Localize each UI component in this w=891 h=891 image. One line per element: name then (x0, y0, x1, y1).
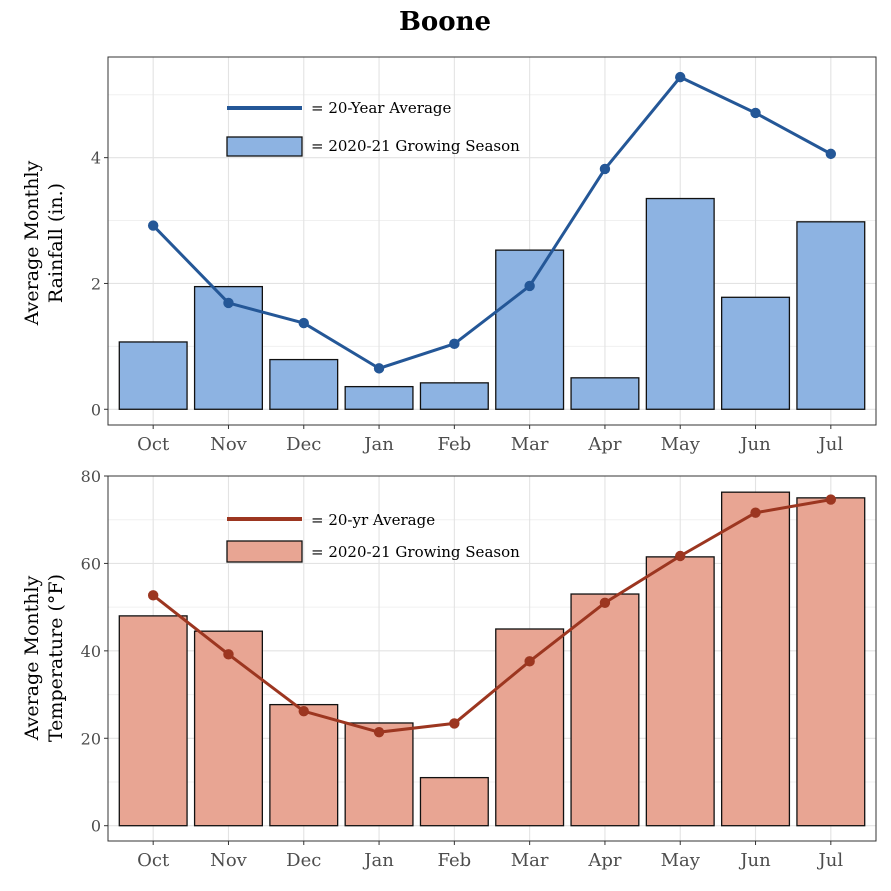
temperature-y-axis-label: Temperature (°F) (45, 574, 67, 742)
rainfall-bar-jun (720, 296, 791, 410)
figure-title: Boone (399, 7, 491, 37)
rainfall-average-point-may (675, 71, 686, 83)
temperature-average-point-nov (223, 649, 234, 660)
temperature-legend-bar-label: = 2020-21 Growing Season (311, 543, 520, 561)
rainfall-y-tick-label: 4 (91, 149, 101, 168)
rainfall-x-tick-label-dec: Dec (286, 434, 321, 455)
rainfall-average-point-mar (524, 280, 535, 292)
rainfall-average-point-jun (750, 107, 761, 119)
temperature-average-point-jun (750, 507, 761, 518)
temperature-y-tick-label: 80 (81, 467, 101, 486)
rainfall-x-tick-label-jul: Jul (817, 434, 844, 455)
temperature-panel: 0 20 40 60 80 Oct Nov Dec Jan Feb Mar Apr May Jun Jul A… (21, 467, 877, 871)
temperature-x-tick-label-jul: Jul (817, 850, 844, 871)
rainfall-average-point-dec (298, 317, 309, 329)
rainfall-x-tick-label-apr: Apr (587, 434, 622, 455)
temperature-bar-apr (570, 593, 640, 827)
rainfall-average-point-feb (449, 338, 460, 350)
rainfall-legend-line-label: = 20-Year Average (311, 99, 451, 117)
rainfall-bar-may (645, 197, 715, 410)
rainfall-bar-jul (796, 221, 866, 410)
rainfall-legend-bar-label: = 2020-21 Growing Season (311, 137, 520, 155)
temperature-average-point-jan (373, 726, 385, 738)
rainfall-x-tick-label-jan: Jan (362, 434, 394, 455)
temperature-bar-oct (118, 615, 188, 827)
rainfall-bar-oct (118, 341, 188, 410)
rainfall-x-tick-label-oct: Oct (137, 434, 170, 455)
rainfall-average-line (152, 75, 832, 370)
temperature-bar-jan (344, 722, 414, 827)
rainfall-average-point-nov (223, 297, 234, 309)
rainfall-x-tick-label-mar: Mar (511, 434, 549, 455)
rainfall-average-point-jul (825, 148, 837, 160)
rainfall-panel-border (107, 56, 877, 426)
temperature-y-tick-label: 60 (81, 554, 101, 573)
rainfall-bar-feb (419, 382, 489, 410)
temperature-y-tick-label: 40 (81, 642, 101, 661)
temperature-average-point-oct (147, 590, 159, 601)
temperature-average-point-apr (599, 597, 611, 608)
rainfall-panel: 0 2 4 Oct Nov Dec Jan Feb Mar Apr May Jun Jul Average… (21, 56, 877, 455)
temperature-average-line (152, 498, 832, 734)
temperature-legend-line-label: = 20-yr Average (311, 511, 435, 529)
rainfall-bar-mar (495, 249, 565, 410)
rainfall-average-point-oct (147, 220, 159, 231)
temperature-average-point-jul (825, 494, 837, 505)
temperature-bar-may (645, 556, 715, 827)
rainfall-legend-bar-swatch (226, 136, 303, 157)
rainfall-y-tick-label: 0 (91, 400, 101, 419)
temperature-bar-nov (193, 630, 264, 827)
temperature-legend-bar-swatch (226, 540, 303, 563)
rainfall-x-tick-label-feb: Feb (438, 434, 472, 455)
temperature-x-tick-label-oct: Oct (137, 850, 170, 871)
rainfall-bar-nov (193, 285, 264, 410)
temperature-y-tick-label: 0 (91, 817, 101, 836)
rainfall-y-axis-label: Average Monthly (21, 160, 43, 326)
rainfall-bar-apr (570, 377, 640, 410)
rainfall-x-tick-label-may: May (661, 434, 701, 455)
temperature-x-tick-label-nov: Nov (210, 850, 248, 871)
temperature-average-point-may (675, 550, 686, 562)
rainfall-y-tick-label: 2 (91, 274, 101, 293)
temperature-bar-jun (720, 491, 791, 827)
rainfall-x-tick-label-nov: Nov (210, 434, 248, 455)
rainfall-average-point-jan (373, 363, 385, 374)
rainfall-bar-dec (269, 358, 339, 410)
rainfall-bar-jan (344, 385, 414, 410)
temperature-x-tick-label-mar: Mar (511, 850, 549, 871)
temperature-x-tick-label-feb: Feb (438, 850, 472, 871)
temperature-x-tick-label-dec: Dec (286, 850, 321, 871)
temperature-bar-feb (419, 776, 489, 827)
temperature-x-tick-label-jun: Jun (738, 850, 771, 871)
temperature-x-tick-label-apr: Apr (587, 850, 622, 871)
temperature-bar-jul (796, 497, 866, 827)
rainfall-average-point-apr (599, 163, 611, 175)
temperature-y-tick-label: 20 (81, 729, 101, 748)
temperature-y-axis-label: Average Monthly (21, 575, 43, 741)
temperature-panel-border (107, 475, 877, 842)
rainfall-x-tick-label-jun: Jun (738, 434, 771, 455)
temperature-x-tick-label-jan: Jan (362, 850, 394, 871)
temperature-bar-dec (269, 703, 339, 827)
temperature-average-point-dec (298, 705, 309, 717)
rainfall-y-axis-label: Rainfall (in.) (45, 183, 67, 303)
temperature-average-point-mar (524, 656, 535, 667)
temperature-average-point-feb (449, 718, 460, 729)
temperature-x-tick-label-may: May (661, 850, 701, 871)
